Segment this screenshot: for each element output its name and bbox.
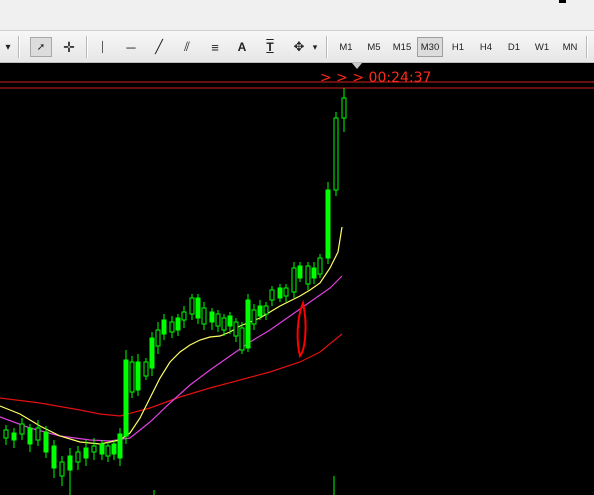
candle-body [257, 305, 263, 317]
vertical-line-icon[interactable]: │ [99, 41, 107, 53]
timeframe-m5-button[interactable]: M5 [367, 41, 381, 53]
candle-body [161, 319, 167, 335]
candle-body [135, 361, 141, 391]
timeframe-m15-button[interactable]: M15 [392, 41, 412, 53]
candle-body [75, 451, 81, 463]
candle-body [245, 299, 251, 349]
arrow-shapes-dropdown-icon[interactable]: ▾ [312, 41, 318, 52]
dropdown-arrow-icon[interactable]: ▾ [5, 41, 11, 53]
arrow-shapes-icon[interactable]: ✥ [293, 39, 305, 54]
candle-body [129, 361, 135, 393]
candle-body [195, 297, 201, 319]
candle-body [155, 329, 161, 347]
candle-body [99, 443, 105, 455]
candle-body [221, 317, 227, 331]
countdown-time: 00:24:37 [368, 70, 432, 86]
candle-body [333, 117, 339, 191]
timeframe-h4-button[interactable]: H4 [479, 41, 493, 53]
crosshair-icon[interactable]: ✛ [63, 38, 75, 55]
candle-body [67, 455, 73, 471]
candle-body [35, 427, 41, 441]
candle-body [19, 423, 25, 435]
fibonacci-icon[interactable]: ≡ [211, 39, 219, 55]
candle-body [215, 313, 221, 327]
timeframe-w1-button[interactable]: W1 [534, 41, 550, 53]
candle-body [341, 97, 347, 119]
fast-moving-average-line [0, 226, 343, 445]
candle-body [263, 305, 269, 315]
toolbar-separator [18, 36, 20, 58]
timeframe-d1-button[interactable]: D1 [507, 41, 521, 53]
candle-body [105, 445, 111, 457]
candle-body [111, 443, 117, 455]
timeframe-m1-button[interactable]: M1 [339, 41, 353, 53]
candle-body [283, 287, 289, 297]
cursor-icon[interactable]: ➚ [30, 37, 52, 57]
timeframe-m30-button[interactable]: M30 [417, 37, 443, 57]
candle-body [117, 433, 123, 459]
candle-body [83, 447, 89, 459]
candle-body [239, 327, 245, 351]
candle-body [27, 427, 33, 445]
mid-moving-average-line [0, 275, 343, 442]
candle-body [143, 361, 149, 377]
candle-body [311, 267, 317, 279]
candle-body [11, 432, 17, 441]
horizontal-line-icon[interactable]: ─ [126, 39, 136, 55]
candlestick-series [3, 88, 347, 495]
candle-body [297, 265, 303, 279]
equidistant-channel-icon[interactable]: ⫽ [184, 39, 190, 54]
charts-toolbar: ▾ ➚ ✛ │ ─ ╱ ⫽ ≡ A T ✥ ▾ M1 M5 M15 M30 H1… [0, 30, 594, 63]
candle-body [123, 359, 129, 437]
candle-body [305, 265, 311, 285]
candle-countdown-timer: > > > 00:24:37 [320, 70, 431, 86]
candle-body [149, 337, 155, 369]
price-chart[interactable] [0, 63, 594, 495]
candle-body [175, 317, 181, 331]
candle-body [291, 267, 297, 293]
candle-body [91, 445, 97, 453]
toolbar-separator [586, 36, 588, 58]
candle-body [189, 297, 195, 315]
candle-body [209, 311, 215, 323]
candle-body [181, 311, 187, 321]
text-box-icon[interactable]: T [266, 40, 274, 54]
red-ellipse-annotation [296, 299, 307, 359]
candle-body [317, 257, 323, 275]
slow-moving-average-line [0, 333, 343, 417]
candle-body [43, 431, 49, 453]
toolbar-separator [326, 36, 328, 58]
candle-body [233, 321, 239, 337]
countdown-prefix: > > > [320, 70, 365, 86]
timeframe-h1-button[interactable]: H1 [451, 41, 465, 53]
candle-body [169, 321, 175, 333]
trendline-icon[interactable]: ╱ [155, 39, 163, 54]
candle-body [227, 315, 233, 327]
candle-body [251, 309, 257, 325]
candle-body [201, 307, 207, 325]
candle-body [325, 189, 331, 259]
text-label-icon[interactable]: A [237, 40, 247, 54]
toolbar-separator [86, 36, 88, 58]
chart-shift-marker[interactable] [352, 63, 362, 69]
candle-body [269, 289, 275, 301]
candle-body [277, 287, 283, 299]
candle-body [3, 429, 9, 439]
timeframe-mn-button[interactable]: MN [562, 41, 578, 53]
title-strip [0, 0, 594, 30]
window-mark [559, 0, 566, 3]
candle-body [59, 461, 65, 477]
candle-body [51, 445, 57, 469]
